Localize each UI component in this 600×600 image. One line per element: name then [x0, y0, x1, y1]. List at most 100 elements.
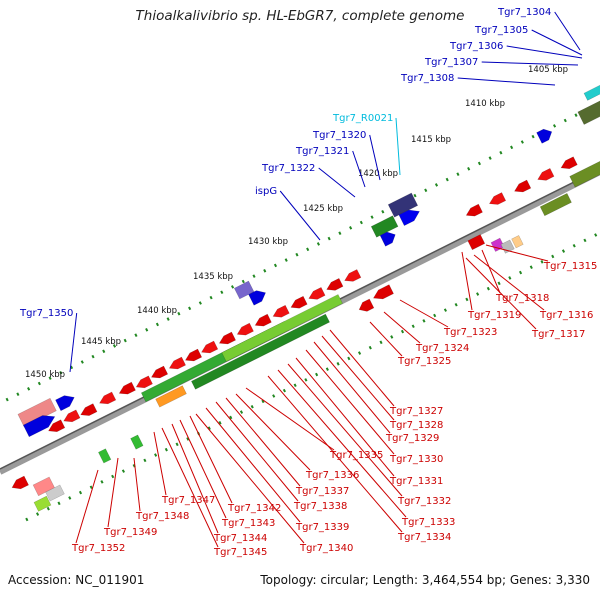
gene-green-block [370, 215, 399, 238]
kbp-tick-label: 1430 kbp [248, 237, 288, 247]
gene-label: Tgr7_1350 [19, 308, 73, 319]
gene-label: Tgr7_1321 [295, 146, 349, 157]
gene-darkgreen-block [191, 313, 330, 390]
label-leader-line [189, 415, 233, 504]
label-leader-line [171, 423, 219, 534]
label-leader-line [399, 299, 449, 328]
gene-lightgreen-block [221, 294, 343, 362]
gene-label: Tgr7_1315 [543, 261, 597, 272]
gene-label: Tgr7_1340 [299, 543, 353, 554]
gene-label: Tgr7_1332 [397, 496, 451, 507]
kbp-tick-label: 1420 kbp [358, 169, 398, 179]
gene-red-arrow [290, 295, 308, 309]
gene-label: Tgr7_1333 [401, 517, 455, 528]
gene-blue-arrow [248, 290, 266, 306]
gene-red-arrow [358, 298, 375, 312]
label-leader-line [457, 77, 556, 86]
label-leader-line [179, 419, 227, 519]
gene-blue-arrow [536, 128, 553, 144]
gene-lime-block [33, 495, 52, 512]
gene-red-arrow [48, 419, 66, 432]
gene-label: Tgr7_1349 [103, 527, 157, 538]
gene-label: Tgr7_1328 [389, 420, 443, 431]
gene-label: Tgr7_1334 [397, 532, 451, 543]
kbp-tick-label: 1425 kbp [303, 204, 343, 214]
gene-red-arrow [168, 356, 186, 370]
gene-red-arrow [80, 403, 98, 416]
label-leader-line [205, 407, 301, 523]
gene-red-arrow [514, 179, 532, 193]
kbp-tick-label: 1440 kbp [137, 306, 177, 316]
label-leader-line [473, 254, 545, 311]
gene-green-block [98, 448, 112, 464]
label-leader-line [506, 45, 583, 59]
gene-red-arrow [99, 391, 117, 405]
gene-red-arrow [11, 475, 29, 490]
gene-red-arrow [465, 203, 483, 217]
gene-label: Tgr7_1318 [495, 293, 549, 304]
kbp-tick-label: 1415 kbp [411, 135, 451, 145]
gene-label: Tgr7_1307 [424, 57, 478, 68]
accession-label: Accession: NC_011901 [8, 573, 145, 587]
label-leader-line [69, 312, 78, 373]
label-leader-line [133, 457, 141, 512]
label-leader-line [305, 349, 395, 455]
gene-label: Tgr7_1343 [221, 518, 275, 529]
gene-red-block [467, 234, 486, 251]
label-leader-line [245, 387, 335, 451]
gene-label: Tgr7_1331 [389, 476, 443, 487]
label-leader-line [153, 431, 167, 496]
gene-red-arrow [201, 340, 219, 354]
label-leader-line [75, 469, 99, 544]
label-leader-line [277, 369, 407, 518]
gene-peach-block [511, 235, 524, 249]
gene-label: Tgr7_1337 [295, 486, 349, 497]
gene-red-arrow [218, 331, 236, 345]
gene-red-arrow [184, 348, 203, 362]
gene-label: Tgr7_1339 [295, 522, 349, 533]
label-leader-line [461, 251, 473, 311]
top-scale-track [0, 101, 600, 405]
gene-label: Tgr7_1305 [474, 25, 528, 36]
gene-label: Tgr7_1325 [397, 356, 451, 367]
label-leader-line [329, 329, 395, 407]
gene-label: Tgr7_1330 [389, 454, 443, 465]
gene-cyan-block [583, 83, 600, 101]
gene-red-arrow [150, 365, 169, 379]
gene-olive-block [539, 193, 572, 217]
genome-meta-label: Topology: circular; Length: 3,464,554 bp… [260, 573, 590, 587]
kbp-tick-label: 1435 kbp [193, 272, 233, 282]
gene-label: Tgr7_R0021 [332, 113, 393, 124]
gene-red-arrow [560, 156, 578, 169]
gene-label: Tgr7_1347 [161, 495, 215, 506]
gene-olive-block [569, 158, 600, 188]
gene-label: Tgr7_1338 [293, 501, 347, 512]
gene-label: Tgr7_1316 [539, 310, 593, 321]
label-leader-line [485, 244, 549, 262]
gene-label: Tgr7_1327 [389, 406, 443, 417]
gene-red-arrow [272, 304, 290, 318]
label-leader-line [554, 11, 581, 51]
label-leader-line [369, 134, 381, 181]
genome-title: Thioalkalivibrio sp. HL-EbGR7, complete … [135, 8, 465, 24]
label-leader-line [465, 257, 537, 330]
gene-label: Tgr7_1308 [400, 73, 454, 84]
label-leader-line [295, 357, 395, 477]
gene-label: Tgr7_1344 [213, 533, 267, 544]
label-leader-line [161, 427, 219, 548]
gene-blue-arrow [55, 395, 75, 412]
gene-blue-arrow [398, 209, 420, 226]
label-leader-line [195, 413, 305, 544]
gene-orange-block [155, 385, 187, 408]
gene-label: Tgr7_1319 [467, 310, 521, 321]
label-leader-line [383, 311, 421, 344]
kbp-tick-label: 1405 kbp [528, 65, 568, 75]
label-leader-line [395, 117, 401, 176]
gene-label: Tgr7_1342 [227, 503, 281, 514]
gene-label: Tgr7_1320 [312, 130, 366, 141]
gene-red-arrow [135, 375, 153, 389]
gene-label: Tgr7_1336 [305, 470, 359, 481]
gene-label: Tgr7_1348 [135, 511, 189, 522]
gene-label: Tgr7_1324 [415, 343, 469, 354]
